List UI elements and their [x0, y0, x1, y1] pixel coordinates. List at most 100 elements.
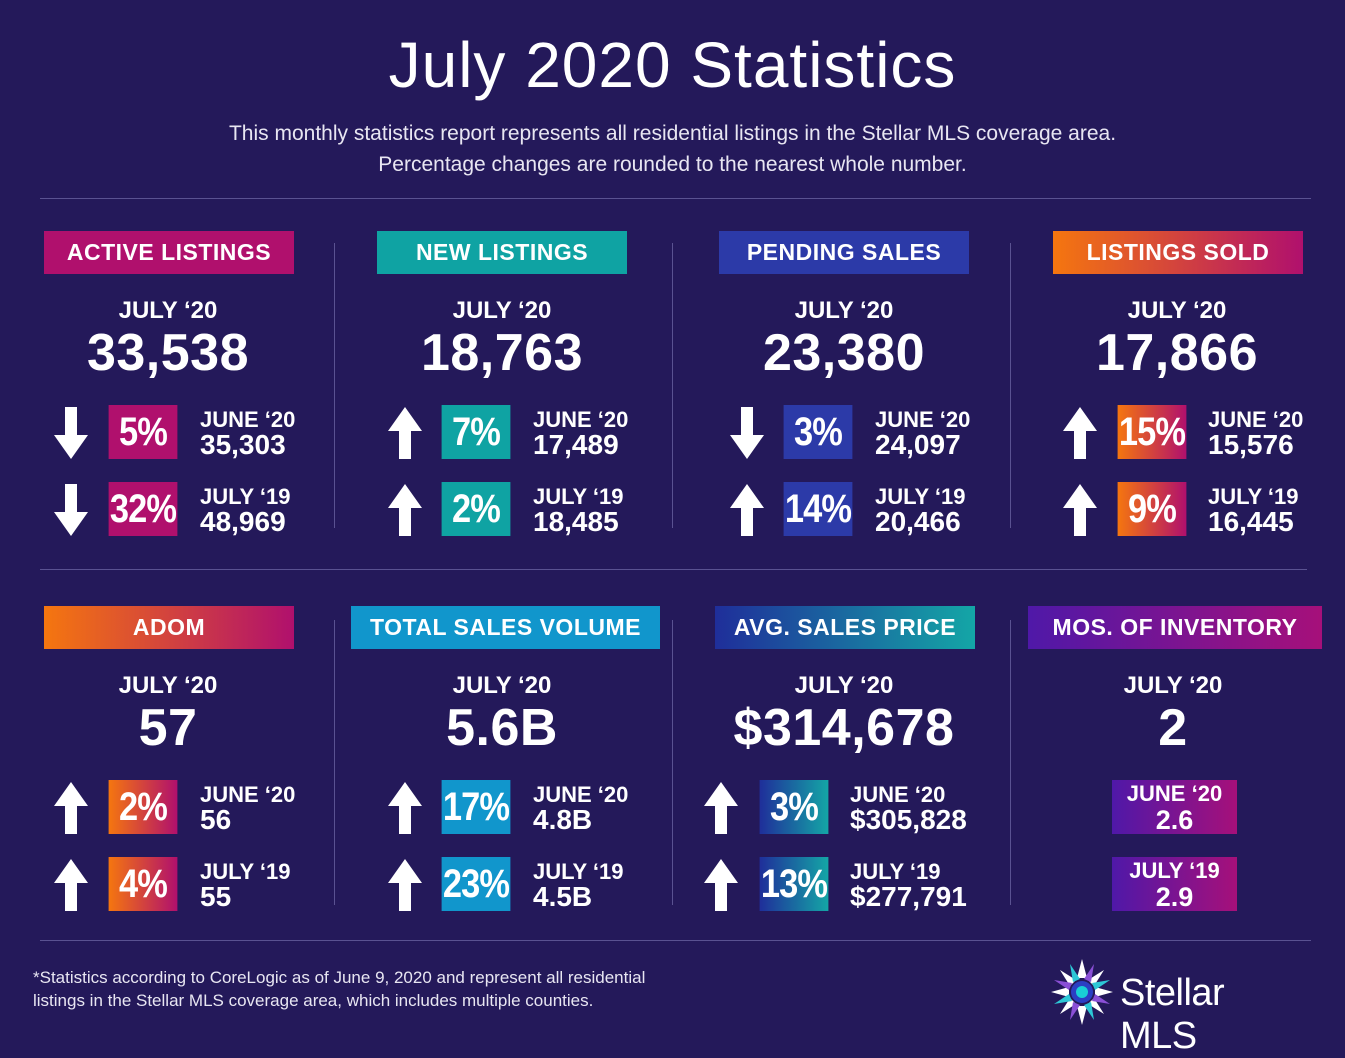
months-of-inventory-july19-box: JULY ‘19 2.9 — [1112, 857, 1237, 911]
adom-june-pct: 2% — [108, 780, 178, 834]
months-of-inventory-june-box: JUNE ‘20 2.6 — [1112, 780, 1237, 834]
avg-sales-price-july19-value: $277,791 — [850, 881, 967, 912]
pending-sales-july19-pct: 14% — [783, 482, 853, 536]
months-of-inventory-period: JULY ‘20 — [1123, 672, 1223, 699]
column-divider — [334, 620, 335, 905]
listings-sold-compare-july19: 9% JULY ‘19 16,445 — [1027, 482, 1327, 538]
avg-sales-price-compare-july19: 13% JULY ‘19 $277,791 — [694, 857, 994, 913]
arrow-down-icon — [730, 407, 764, 459]
arrow-up-icon — [388, 407, 422, 459]
column-divider — [672, 243, 673, 528]
total-sales-volume-july19-value: 4.5B — [533, 881, 593, 912]
total-sales-volume-section: TOTAL SALES VOLUME JULY ‘20 5.6B 17% JUN… — [351, 606, 660, 926]
adom-period: JULY ‘20 — [118, 672, 218, 699]
adom-value: 57 — [138, 699, 198, 757]
months-of-inventory-july19-value: 2.9 — [1155, 882, 1194, 912]
stellar-mls-logo: Stellar MLS — [1050, 958, 1310, 1057]
months-of-inventory-july19-label: JULY ‘19 — [1129, 858, 1220, 883]
arrow-up-icon — [1063, 407, 1097, 459]
months-of-inventory-banner: MOS. OF INVENTORY — [1028, 606, 1322, 649]
adom-june-label: JUNE ‘20 — [200, 782, 296, 807]
avg-sales-price-compare-june: 3% JUNE ‘20 $305,828 — [694, 780, 994, 836]
listings-sold-june-pct: 15% — [1117, 405, 1187, 459]
pending-sales-value: 23,380 — [762, 324, 926, 382]
arrow-down-icon — [54, 407, 88, 459]
arrow-up-icon — [704, 782, 738, 834]
footnote-line-2: listings in the Stellar MLS coverage are… — [33, 991, 594, 1010]
adom-compare-june: 2% JUNE ‘20 56 — [18, 780, 318, 836]
arrow-up-icon — [730, 484, 764, 536]
column-divider — [1010, 620, 1011, 905]
new-listings-july19-label: JULY ‘19 — [533, 484, 624, 509]
total-sales-volume-july19-label: JULY ‘19 — [533, 859, 624, 884]
total-sales-volume-june-value: 4.8B — [533, 804, 593, 835]
new-listings-june-pct: 7% — [441, 405, 511, 459]
total-sales-volume-banner: TOTAL SALES VOLUME — [351, 606, 660, 649]
listings-sold-banner: LISTINGS SOLD — [1053, 231, 1303, 274]
total-sales-volume-july19-pct: 23% — [441, 857, 511, 911]
months-of-inventory-june-label: JUNE ‘20 — [1126, 781, 1223, 806]
avg-sales-price-section: AVG. SALES PRICE JULY ‘20 $314,678 3% JU… — [694, 606, 994, 926]
arrow-down-icon — [54, 484, 88, 536]
total-sales-volume-june-label: JUNE ‘20 — [533, 782, 629, 807]
avg-sales-price-banner: AVG. SALES PRICE — [715, 606, 975, 649]
pending-sales-banner: PENDING SALES — [719, 231, 969, 274]
adom-section: ADOM JULY ‘20 57 2% JUNE ‘20 56 4% JULY … — [18, 606, 318, 926]
listings-sold-value: 17,866 — [1095, 324, 1259, 382]
new-listings-july19-value: 18,485 — [533, 506, 619, 537]
adom-july19-pct: 4% — [108, 857, 178, 911]
listings-sold-compare-june: 15% JUNE ‘20 15,576 — [1027, 405, 1327, 461]
avg-sales-price-june-value: $305,828 — [850, 804, 967, 835]
arrow-up-icon — [388, 859, 422, 911]
months-of-inventory-value: 2 — [1158, 699, 1188, 757]
subtitle-line-2: Percentage changes are rounded to the ne… — [378, 153, 967, 176]
total-sales-volume-compare-june: 17% JUNE ‘20 4.8B — [352, 780, 652, 836]
arrow-up-icon — [1063, 484, 1097, 536]
adom-july19-value: 55 — [200, 881, 232, 912]
active-listings-compare-june: 5% JUNE ‘20 35,303 — [18, 405, 318, 461]
total-sales-volume-period: JULY ‘20 — [452, 672, 552, 699]
active-listings-period: JULY ‘20 — [118, 297, 218, 324]
new-listings-value: 18,763 — [420, 324, 584, 382]
subtitle-line-1: This monthly statistics report represent… — [228, 122, 1117, 145]
listings-sold-july19-label: JULY ‘19 — [1208, 484, 1299, 509]
star-burst-icon — [1051, 959, 1113, 1025]
active-listings-compare-july19: 32% JULY ‘19 48,969 — [18, 482, 318, 538]
column-divider — [1010, 243, 1011, 528]
avg-sales-price-june-pct: 3% — [759, 780, 829, 834]
page-title: July 2020 Statistics — [388, 29, 957, 101]
active-listings-june-value: 35,303 — [200, 429, 286, 460]
new-listings-period: JULY ‘20 — [452, 297, 552, 324]
column-divider — [334, 243, 335, 528]
active-listings-value: 33,538 — [86, 324, 250, 382]
new-listings-june-value: 17,489 — [533, 429, 619, 460]
active-listings-july19-label: JULY ‘19 — [200, 484, 291, 509]
avg-sales-price-value: $314,678 — [733, 699, 955, 757]
new-listings-june-label: JUNE ‘20 — [533, 407, 629, 432]
new-listings-compare-june: 7% JUNE ‘20 17,489 — [352, 405, 652, 461]
arrow-up-icon — [388, 782, 422, 834]
new-listings-compare-july19: 2% JULY ‘19 18,485 — [352, 482, 652, 538]
active-listings-july19-pct: 32% — [108, 482, 178, 536]
new-listings-july19-pct: 2% — [441, 482, 511, 536]
months-of-inventory-june-value: 2.6 — [1155, 805, 1194, 835]
listings-sold-period: JULY ‘20 — [1127, 297, 1227, 324]
footnote-line-1: *Statistics according to CoreLogic as of… — [33, 968, 646, 987]
pending-sales-june-value: 24,097 — [875, 429, 961, 460]
pending-sales-compare-july19: 14% JULY ‘19 20,466 — [694, 482, 994, 538]
avg-sales-price-period: JULY ‘20 — [794, 672, 894, 699]
listings-sold-july19-value: 16,445 — [1208, 506, 1294, 537]
stellar-mls-wordmark: Stellar MLS — [1120, 972, 1225, 1057]
listings-sold-july19-pct: 9% — [1117, 482, 1187, 536]
pending-sales-june-pct: 3% — [783, 405, 853, 459]
arrow-up-icon — [54, 859, 88, 911]
bottom-divider — [40, 940, 1311, 941]
pending-sales-july19-value: 20,466 — [875, 506, 961, 537]
avg-sales-price-july19-pct: 13% — [759, 857, 829, 911]
active-listings-july19-value: 48,969 — [200, 506, 286, 537]
listings-sold-june-value: 15,576 — [1208, 429, 1294, 460]
pending-sales-period: JULY ‘20 — [794, 297, 894, 324]
avg-sales-price-july19-label: JULY ‘19 — [850, 859, 941, 884]
adom-compare-july19: 4% JULY ‘19 55 — [18, 857, 318, 913]
adom-july19-label: JULY ‘19 — [200, 859, 291, 884]
